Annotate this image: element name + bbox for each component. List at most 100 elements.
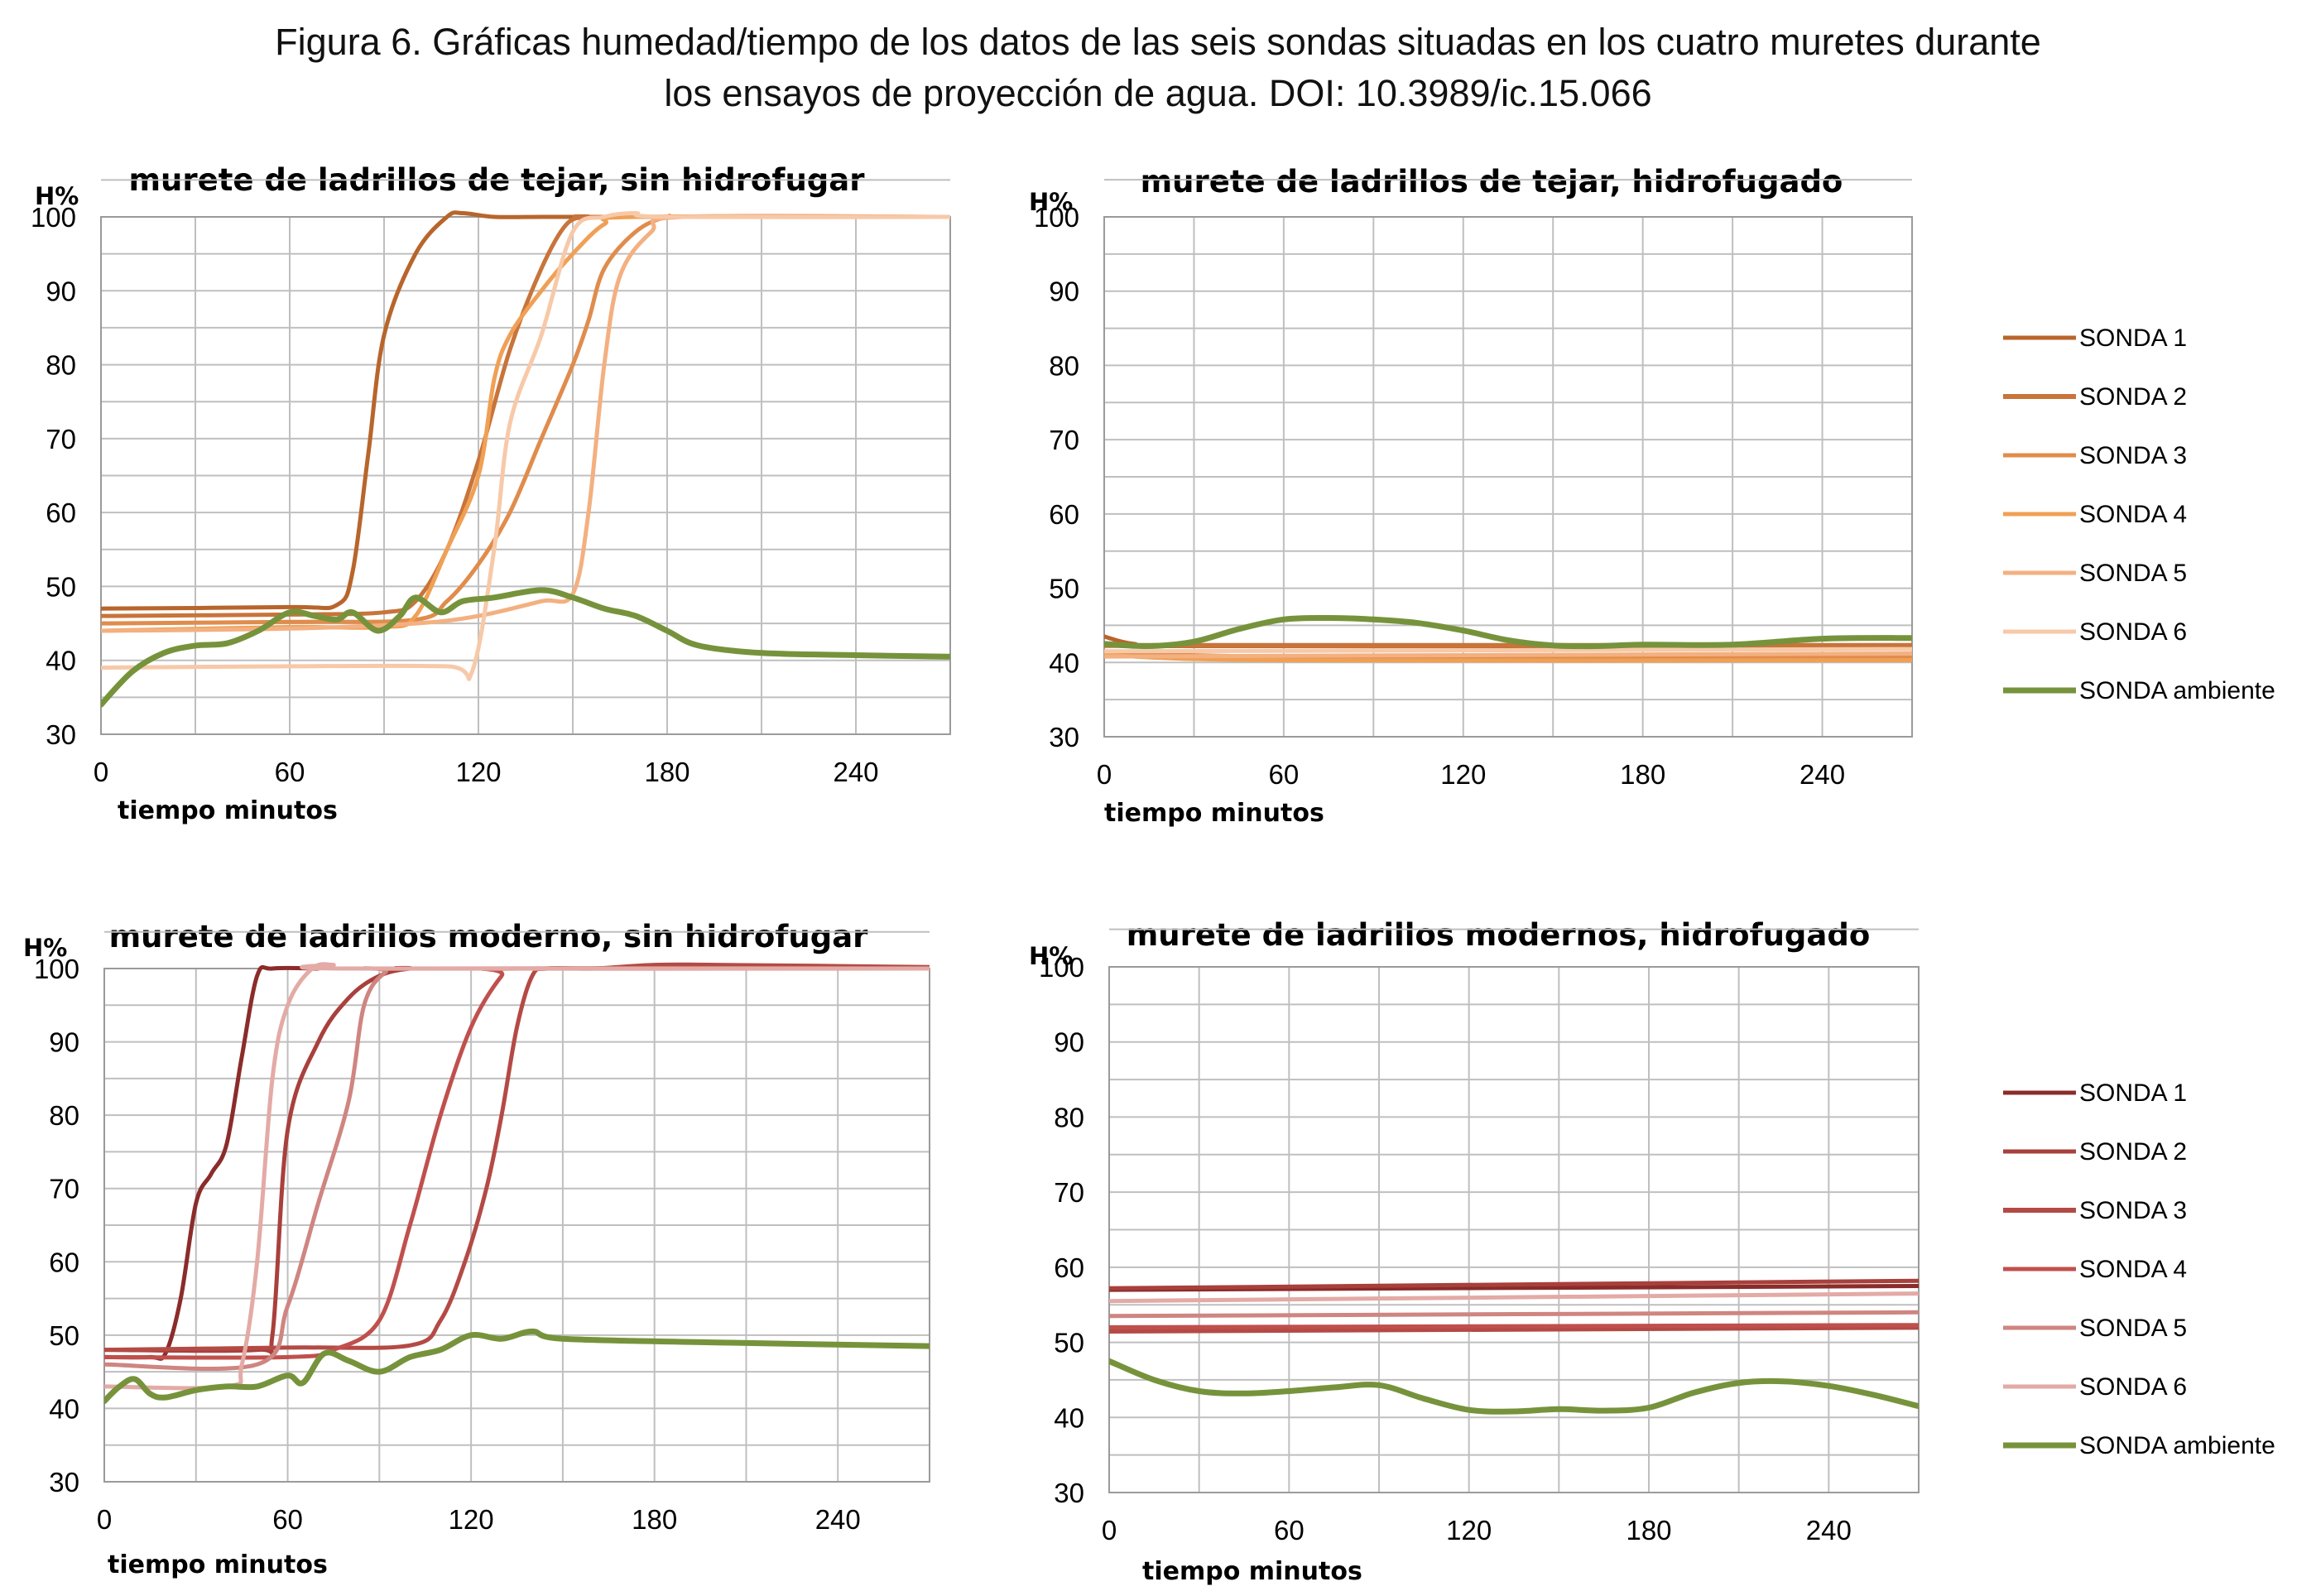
legend-label-sonda-6: SONDA 6: [2079, 618, 2187, 646]
x-tick-label: 0: [97, 1504, 112, 1535]
series-line-sonda-3: [101, 214, 950, 626]
y-tick-label: 80: [1049, 350, 1079, 381]
chart-panel-moderno-sin-hidrofugar: murete de ladrillos moderno, sin hidrofu…: [23, 919, 930, 1579]
chart-panel-modernos-hidrofugado: murete de ladrillos modernos, hidrofugad…: [1029, 917, 2275, 1586]
plot-area: [1108, 966, 1920, 1493]
series-line-sonda-6: [101, 211, 950, 681]
y-tick-label: 30: [46, 719, 76, 750]
x-tick-label: 240: [833, 757, 878, 787]
y-tick-label: 90: [1049, 276, 1079, 307]
y-tick-label: 80: [1054, 1102, 1084, 1132]
series-line-sonda-ambiente: [1104, 614, 1912, 650]
y-tick-label: 40: [1049, 647, 1079, 678]
y-tick-label: 70: [1054, 1177, 1084, 1208]
series-line-sonda-3: [1109, 1324, 1919, 1334]
legend-label-sonda-2: SONDA 2: [2079, 1138, 2187, 1166]
y-tick-label: 50: [1054, 1328, 1084, 1358]
series-line-sonda-5: [1109, 1310, 1919, 1319]
series-line-sonda-6: [1104, 647, 1912, 654]
y-tick-label: 100: [34, 954, 79, 984]
series-group: [1104, 614, 1912, 663]
chart-panel-tejar-hidrofugado: murete de ladrillos de tejar, hidrofugad…: [1029, 164, 2275, 828]
legend-label-sonda-3: SONDA 3: [2079, 1197, 2187, 1224]
y-tick-label: 90: [49, 1027, 79, 1058]
x-tick-label: 0: [1097, 759, 1112, 790]
x-tick-label: 240: [815, 1504, 861, 1535]
y-tick-label: 90: [1054, 1027, 1084, 1058]
y-tick-label: 90: [46, 276, 76, 306]
legend-label-sonda-ambiente: SONDA ambiente: [2079, 1432, 2275, 1459]
y-tick-label: 30: [49, 1467, 79, 1497]
y-tick-label: 100: [31, 202, 76, 233]
legend-label-sonda-5: SONDA 5: [2079, 1315, 2187, 1342]
legend-label-sonda-4: SONDA 4: [2079, 501, 2187, 528]
chart-title: murete de ladrillos de tejar, hidrofugad…: [1141, 164, 1843, 200]
y-axis-label: H%: [1029, 188, 1073, 216]
x-tick-label: 0: [94, 757, 108, 787]
x-tick-label: 60: [1274, 1515, 1305, 1546]
y-axis-label: H%: [35, 182, 79, 210]
x-axis-label: tiempo minutos: [1104, 799, 1324, 828]
y-tick-label: 80: [46, 350, 76, 381]
x-tick-label: 180: [632, 1504, 677, 1535]
series-line-sonda-1: [101, 210, 950, 611]
x-tick-label: 180: [1626, 1515, 1671, 1546]
series-line-sonda-ambiente: [1109, 1358, 1919, 1415]
series-group: [1109, 1278, 1919, 1415]
y-tick-label: 40: [49, 1393, 79, 1424]
y-axis-label: H%: [1029, 942, 1073, 970]
y-tick-label: 40: [46, 646, 76, 676]
y-tick-label: 70: [49, 1174, 79, 1204]
chart-title: murete de ladrillos modernos, hidrofugad…: [1127, 917, 1871, 953]
x-tick-label: 60: [275, 757, 305, 787]
y-axis-label: H%: [23, 934, 67, 962]
series-line-sonda-5: [101, 214, 950, 633]
y-tick-label: 80: [49, 1100, 79, 1131]
series-line-sonda-ambiente: [104, 1328, 930, 1405]
y-tick-label: 100: [1034, 202, 1079, 233]
y-tick-label: 40: [1054, 1402, 1084, 1433]
series-line-sonda-3: [104, 962, 930, 1353]
grid: [103, 930, 930, 1483]
x-tick-label: 120: [455, 757, 501, 787]
x-axis-label: tiempo minutos: [118, 796, 338, 825]
series-line-sonda-ambiente: [101, 587, 950, 708]
y-tick-label: 30: [1049, 722, 1079, 752]
x-tick-label: 0: [1102, 1515, 1117, 1546]
series-line-sonda-5: [1104, 651, 1912, 659]
legend-label-sonda-1: SONDA 1: [2079, 1079, 2187, 1107]
plot-area: [1103, 216, 1913, 738]
legend-label-sonda-6: SONDA 6: [2079, 1373, 2187, 1401]
legend-label-sonda-1: SONDA 1: [2079, 324, 2187, 352]
grid: [100, 179, 951, 735]
legend-label-sonda-5: SONDA 5: [2079, 560, 2187, 587]
x-tick-label: 240: [1799, 759, 1845, 790]
chart-panel-tejar-sin-hidrofugar: murete de ladrillos de tejar, sin hidrof…: [31, 162, 951, 825]
grid: [1108, 928, 1920, 1493]
x-tick-label: 180: [644, 757, 690, 787]
figure-title-line-2: los ensayos de proyección de agua. DOI: …: [664, 72, 1651, 114]
legend-label-sonda-3: SONDA 3: [2079, 442, 2187, 469]
series-line-sonda-6: [1109, 1291, 1919, 1304]
y-tick-label: 50: [49, 1320, 79, 1351]
y-tick-label: 60: [1049, 499, 1079, 530]
x-tick-label: 180: [1620, 759, 1665, 790]
series-group: [104, 962, 930, 1405]
legend-label-sonda-2: SONDA 2: [2079, 383, 2187, 411]
series-group: [101, 210, 950, 708]
x-axis-label: tiempo minutos: [108, 1550, 328, 1579]
y-tick-label: 50: [1049, 574, 1079, 604]
chart-panels: murete de ladrillos de tejar, sin hidrof…: [23, 162, 2275, 1586]
y-tick-label: 60: [46, 498, 76, 528]
series-line-sonda-4: [1109, 1323, 1919, 1329]
chart-title: murete de ladrillos moderno, sin hidrofu…: [109, 919, 869, 954]
y-tick-label: 30: [1054, 1478, 1084, 1508]
series-line-sonda-4: [101, 214, 950, 633]
x-tick-label: 60: [1269, 759, 1300, 790]
legend-label-sonda-ambiente: SONDA ambiente: [2079, 677, 2275, 704]
series-line-sonda-2: [101, 214, 950, 618]
y-tick-label: 50: [46, 571, 76, 602]
y-tick-label: 60: [1054, 1252, 1084, 1283]
x-axis-label: tiempo minutos: [1142, 1557, 1362, 1586]
